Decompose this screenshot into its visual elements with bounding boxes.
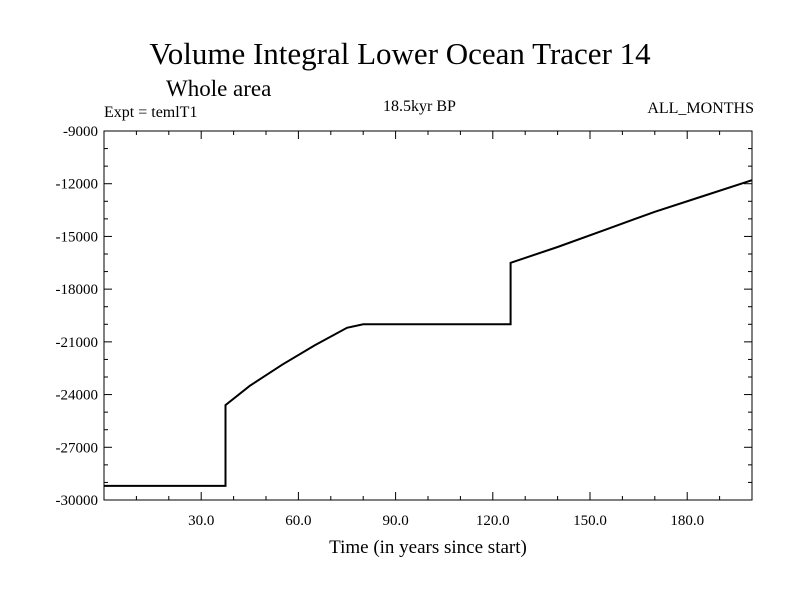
- x-tick-label: 30.0: [188, 513, 214, 529]
- series-line: [104, 179, 753, 487]
- y-tick-label: -30000: [56, 493, 99, 509]
- period-label: 18.5kyr BP: [383, 98, 456, 115]
- y-tick-label: -24000: [56, 388, 99, 404]
- experiment-label: Expt = temlT1: [104, 104, 198, 121]
- y-tick-label: -15000: [56, 229, 99, 245]
- x-tick-label: 120.0: [476, 513, 510, 529]
- x-tick-label: 150.0: [573, 513, 607, 529]
- y-tick-label: -9000: [63, 124, 98, 140]
- x-axis-label: Time (in years since start): [329, 537, 527, 558]
- chart-title: Volume Integral Lower Ocean Tracer 14: [149, 36, 651, 71]
- x-tick-label: 180.0: [670, 513, 704, 529]
- months-label: ALL_MONTHS: [647, 100, 754, 117]
- y-tick-label: -18000: [56, 282, 99, 298]
- x-tick-label: 90.0: [382, 513, 408, 529]
- y-tick-label: -12000: [56, 177, 99, 193]
- x-tick-label: 60.0: [285, 513, 311, 529]
- y-tick-label: -27000: [56, 440, 99, 456]
- chart-subtitle: Whole area: [166, 76, 272, 101]
- y-tick-label: -21000: [56, 335, 99, 351]
- plot-frame: [103, 130, 753, 501]
